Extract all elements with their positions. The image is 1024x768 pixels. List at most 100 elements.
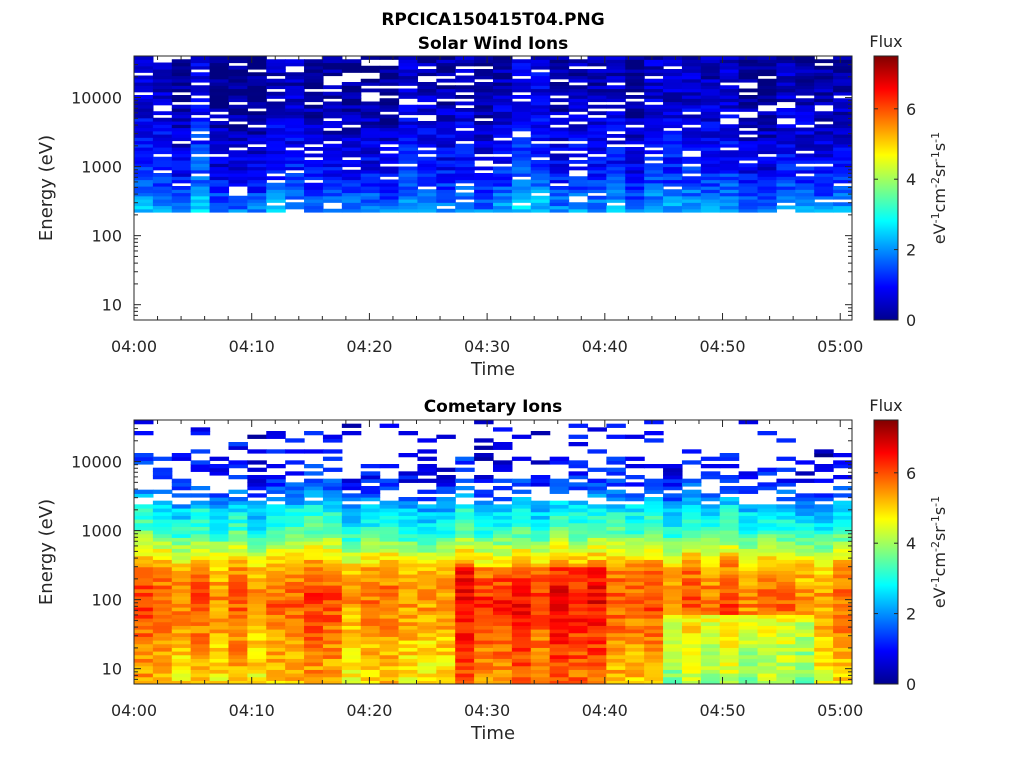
- heatmap-cell: [341, 541, 362, 546]
- heatmap-cell: [625, 140, 645, 145]
- heatmap-cell: [719, 662, 740, 667]
- heatmap-cell: [228, 163, 248, 168]
- heatmap-cell: [549, 548, 570, 553]
- heatmap-cell: [530, 577, 551, 582]
- heatmap-cell: [379, 680, 400, 684]
- heatmap-cell: [833, 91, 852, 96]
- heatmap-cell: [379, 423, 400, 428]
- heatmap-cell: [681, 515, 702, 520]
- heatmap-cell: [134, 577, 154, 582]
- heatmap-cell: [152, 614, 173, 619]
- heatmap-cell: [134, 603, 154, 608]
- heatmap-cell: [606, 607, 626, 612]
- heatmap-cell: [436, 85, 456, 90]
- heatmap-cell: [152, 519, 173, 524]
- heatmap-cell: [493, 442, 513, 447]
- heatmap-cell: [757, 179, 778, 184]
- heatmap-cell: [719, 504, 740, 509]
- heatmap-cell: [134, 95, 154, 99]
- heatmap-cell: [247, 189, 267, 194]
- heatmap-cell: [493, 632, 513, 637]
- heatmap-cell: [152, 95, 173, 99]
- heatmap-cell: [681, 621, 702, 626]
- heatmap-cell: [700, 471, 721, 476]
- heatmap-cell: [209, 186, 230, 190]
- heatmap-cell: [776, 636, 796, 641]
- heatmap-cell: [757, 82, 778, 86]
- heatmap-cell: [663, 98, 683, 103]
- heatmap-cell: [379, 108, 400, 112]
- heatmap-cell: [833, 82, 852, 86]
- heatmap-cell: [833, 658, 852, 663]
- heatmap-cell: [795, 537, 815, 542]
- heatmap-cell: [360, 186, 381, 190]
- heatmap-cell: [455, 467, 475, 472]
- heatmap-cell: [322, 552, 343, 557]
- heatmap-cell: [511, 147, 532, 151]
- heatmap-cell: [833, 515, 852, 520]
- heatmap-cell: [587, 75, 607, 80]
- heatmap-cell: [493, 552, 513, 557]
- heatmap-cell: [322, 640, 343, 645]
- heatmap-cell: [266, 114, 286, 119]
- heatmap-cell: [247, 555, 267, 560]
- heatmap-cell: [247, 140, 267, 145]
- heatmap-cell: [587, 467, 607, 472]
- heatmap-cell: [134, 662, 154, 667]
- heatmap-cell: [228, 182, 248, 187]
- heatmap-cell: [511, 160, 532, 164]
- x-tick-label: 04:50: [699, 701, 745, 720]
- heatmap-cell: [814, 537, 834, 542]
- heatmap-cell: [511, 563, 532, 568]
- heatmap-cell: [700, 173, 721, 177]
- heatmap-cell: [171, 603, 192, 608]
- heatmap-cell: [568, 127, 589, 132]
- heatmap-cell: [549, 98, 570, 103]
- heatmap-cell: [587, 537, 607, 542]
- heatmap-cell: [795, 526, 815, 531]
- heatmap-cell: [776, 570, 796, 575]
- heatmap-cell: [417, 618, 437, 623]
- heatmap-cell: [209, 662, 230, 667]
- heatmap-cell: [795, 192, 815, 197]
- heatmap-cell: [398, 585, 419, 590]
- heatmap-cell: [663, 108, 683, 112]
- heatmap-cell: [304, 522, 324, 527]
- heatmap-cell: [757, 665, 778, 670]
- heatmap-cell: [606, 98, 626, 103]
- heatmap-cell: [379, 665, 400, 670]
- heatmap-cell: [190, 544, 211, 549]
- heatmap-cell: [171, 95, 192, 99]
- heatmap-cell: [322, 69, 343, 73]
- heatmap-cell: [152, 574, 173, 579]
- heatmap-cell: [171, 632, 192, 637]
- heatmap-cell: [644, 500, 664, 505]
- heatmap-cell: [795, 460, 815, 465]
- heatmap-cell: [247, 95, 267, 99]
- heatmap-cell: [247, 72, 267, 77]
- heatmap-cell: [606, 489, 626, 494]
- heatmap-cell: [700, 156, 721, 161]
- heatmap-cell: [587, 160, 607, 164]
- heatmap-cell: [304, 555, 324, 560]
- heatmap-cell: [228, 111, 248, 116]
- heatmap-cell: [757, 195, 778, 200]
- heatmap-cell: [228, 636, 248, 641]
- heatmap-cell: [587, 566, 607, 571]
- heatmap-cell: [209, 632, 230, 637]
- heatmap-cell: [587, 596, 607, 601]
- heatmap-cell: [455, 173, 475, 177]
- heatmap-cell: [757, 643, 778, 648]
- heatmap-cell: [587, 493, 607, 498]
- heatmap-cell: [663, 530, 683, 535]
- heatmap-cell: [549, 163, 570, 168]
- heatmap-cell: [341, 173, 362, 177]
- heatmap-cell: [360, 208, 381, 213]
- heatmap-cell: [228, 173, 248, 177]
- heatmap-cell: [304, 449, 324, 454]
- heatmap-cell: [304, 541, 324, 546]
- heatmap-cell: [644, 124, 664, 129]
- heatmap-cell: [455, 563, 475, 568]
- heatmap-cell: [530, 515, 551, 520]
- heatmap-cell: [530, 680, 551, 684]
